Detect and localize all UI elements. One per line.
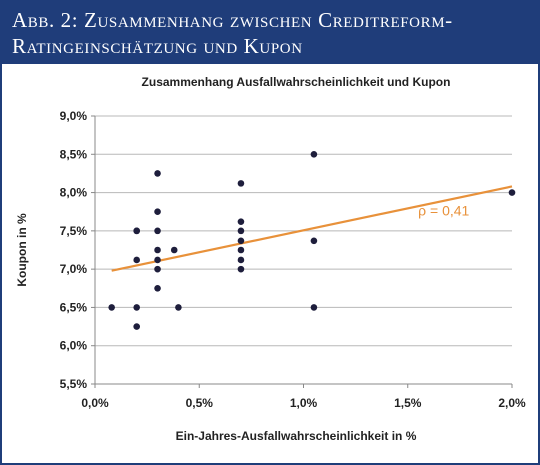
data-point <box>237 218 245 225</box>
y-tick-label: 9,0% <box>60 109 88 123</box>
data-point <box>170 246 178 254</box>
y-tick-label: 5,5% <box>60 377 88 391</box>
data-point <box>108 304 115 311</box>
figure-caption-line2: Ratingeinschätzung und Kupon <box>12 34 303 58</box>
y-tick-label: 8,5% <box>60 147 88 161</box>
x-axis-label: Ein-Jahres-Ausfallwahrscheinlichkeit in … <box>176 429 417 443</box>
data-point <box>237 180 245 187</box>
axes <box>91 115 513 388</box>
data-point <box>310 304 318 311</box>
data-point <box>154 284 161 292</box>
figure-header: Abb. 2: Zusammenhang zwischen Creditrefo… <box>2 2 538 64</box>
data-point <box>133 227 140 235</box>
data-points <box>108 150 516 330</box>
trendline-group <box>111 185 513 272</box>
data-point <box>237 227 245 235</box>
data-point <box>154 246 161 254</box>
y-axis-label: Koupon in % <box>15 213 29 287</box>
x-tick-label: 1,0% <box>290 396 318 410</box>
y-tick-label: 6,5% <box>60 300 88 314</box>
data-point <box>310 237 318 245</box>
data-point <box>310 150 318 158</box>
data-point <box>237 265 245 273</box>
data-point <box>154 208 161 216</box>
data-point <box>237 256 245 264</box>
x-tick-label: 0,0% <box>81 396 109 410</box>
data-point <box>133 256 140 264</box>
y-tick-labels: 5,5% 6,0% 6,5% 7,0% 7,5% 8,0% 8,5% 9,0% <box>60 109 88 391</box>
chart-title: Zusammenhang Ausfallwahrscheinlichkeit u… <box>142 75 451 89</box>
trendline <box>111 185 513 272</box>
x-tick-label: 1,5% <box>394 396 422 410</box>
data-point <box>237 237 245 245</box>
y-tick-label: 7,5% <box>60 224 88 238</box>
correlation-annotation: ρ = 0,41 <box>418 203 469 219</box>
grid-lines <box>95 115 512 347</box>
data-point <box>154 170 161 177</box>
figure-caption-line1: Abb. 2: Zusammenhang zwischen Creditrefo… <box>12 8 453 32</box>
data-point <box>133 323 140 330</box>
data-point <box>154 227 161 235</box>
x-tick-labels: 0,0% 0,5% 1,0% 1,5% 2,0% <box>81 396 526 410</box>
y-tick-label: 8,0% <box>60 186 88 200</box>
data-point <box>154 265 161 273</box>
data-point <box>237 246 245 254</box>
x-tick-label: 0,5% <box>186 396 214 410</box>
data-point <box>175 304 182 311</box>
data-point <box>133 304 140 311</box>
data-point <box>508 189 516 196</box>
y-tick-label: 7,0% <box>60 262 88 276</box>
y-tick-label: 6,0% <box>60 339 88 353</box>
x-tick-label: 2,0% <box>498 396 526 410</box>
data-point <box>154 256 161 264</box>
